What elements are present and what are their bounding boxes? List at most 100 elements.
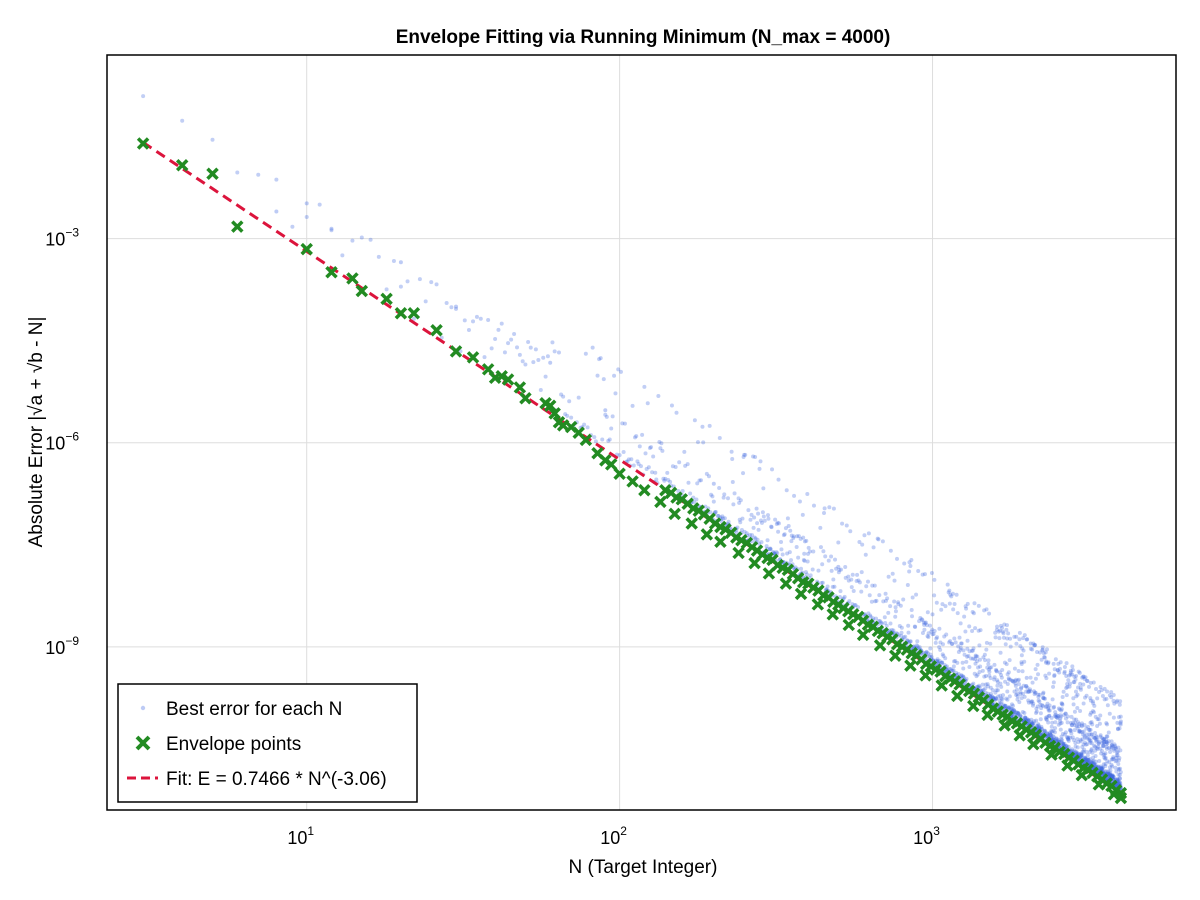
scatter-point (756, 527, 761, 532)
y-tick-label: 10−6 (45, 430, 79, 454)
scatter-point (531, 360, 536, 365)
scatter-point (993, 696, 998, 701)
envelope-stroke (175, 158, 189, 172)
scatter-point (961, 674, 966, 679)
scatter-point (526, 339, 531, 344)
scatter-point (1104, 745, 1109, 750)
scatter-point (1073, 677, 1078, 682)
scatter-point (1078, 687, 1083, 692)
scatter-point (1081, 742, 1086, 747)
scatter-point (1048, 732, 1052, 737)
scatter-point (1004, 627, 1009, 632)
scatter-point (1055, 715, 1060, 720)
scatter-point (601, 377, 606, 382)
scatter-point (1051, 728, 1056, 733)
scatter-point (731, 502, 736, 507)
envelope-stroke (654, 495, 667, 509)
scatter-point (950, 591, 955, 596)
scatter-point (1022, 715, 1027, 720)
scatter-point (1019, 685, 1024, 690)
scatter-point (685, 462, 690, 467)
scatter-point (1046, 705, 1051, 710)
scatter-point (1063, 711, 1068, 716)
scatter-point (603, 408, 608, 413)
scatter-point (1116, 727, 1121, 732)
scatter-point (869, 599, 874, 604)
scatter-point (1077, 670, 1082, 675)
envelope-stroke (626, 475, 639, 488)
scatter-point (515, 345, 520, 350)
scatter-point (701, 440, 706, 445)
scatter-point (646, 465, 651, 470)
scatter-point (1046, 661, 1051, 666)
scatter-point (1060, 694, 1065, 699)
scatter-point (317, 202, 322, 207)
scatter-point (1118, 770, 1123, 775)
scatter-point (1095, 724, 1100, 728)
scatter-point (610, 414, 615, 419)
scatter-point (1059, 714, 1063, 719)
scatter-point (398, 260, 403, 265)
scatter-point (1116, 762, 1121, 767)
envelope-stroke (495, 369, 508, 383)
scatter-point (444, 301, 449, 305)
scatter-point (1065, 735, 1070, 740)
scatter-point (926, 631, 931, 636)
scatter-point (1100, 737, 1105, 742)
scatter-point (800, 512, 805, 517)
scatter-point (567, 399, 572, 404)
scatter-point (857, 540, 862, 545)
scatter-point (922, 572, 927, 577)
scatter-point (1076, 669, 1081, 674)
scatter-point (1057, 707, 1062, 712)
scatter-point (1063, 730, 1068, 735)
scatter-point (949, 642, 954, 647)
scatter-point (748, 517, 753, 522)
scatter-point (709, 492, 714, 497)
envelope-point (998, 719, 1011, 732)
scatter-point (1036, 723, 1041, 728)
scatter-point (1039, 724, 1044, 729)
scatter-point (583, 351, 588, 356)
scatter-point (1061, 743, 1066, 748)
scatter-point (1038, 711, 1043, 716)
scatter-point (1077, 728, 1082, 733)
scatter-point (1111, 698, 1116, 703)
scatter-point (1109, 762, 1114, 767)
scatter-point (1061, 742, 1066, 747)
scatter-point (913, 625, 918, 630)
scatter-point (1106, 730, 1111, 735)
scatter-point (992, 662, 997, 667)
scatter-point (1092, 735, 1097, 740)
scatter-point (1110, 774, 1115, 779)
scatter-point (1094, 735, 1099, 740)
scatter-point (922, 627, 927, 632)
scatter-point (1066, 678, 1071, 683)
scatter-point (872, 583, 877, 588)
scatter-point (1084, 757, 1089, 762)
scatter-point (1117, 756, 1122, 761)
scatter-point (1054, 715, 1059, 720)
scatter-point (626, 457, 631, 462)
scatter-point (945, 582, 950, 587)
scatter-point (1091, 758, 1096, 763)
scatter-point (908, 639, 913, 644)
scatter-point (976, 603, 981, 608)
scatter-point (899, 625, 904, 630)
scatter-point (941, 653, 946, 658)
scatter-point (1029, 699, 1034, 704)
scatter-point (838, 589, 843, 594)
y-axis-ticks: 10−3 10−6 10−9 (45, 226, 79, 658)
scatter-point (1035, 704, 1040, 709)
scatter-point (509, 337, 514, 342)
y-axis-label: Absolute Error |√a + √b - N| (26, 317, 47, 548)
scatter-point (949, 594, 954, 599)
scatter-point (988, 641, 993, 646)
scatter-point (1097, 739, 1102, 744)
scatter-point (1066, 744, 1071, 749)
scatter-point (1115, 720, 1120, 725)
envelope-stroke (519, 392, 532, 405)
envelope-stroke (700, 528, 714, 541)
scatter-point (1086, 757, 1091, 762)
scatter-point (1012, 666, 1017, 671)
